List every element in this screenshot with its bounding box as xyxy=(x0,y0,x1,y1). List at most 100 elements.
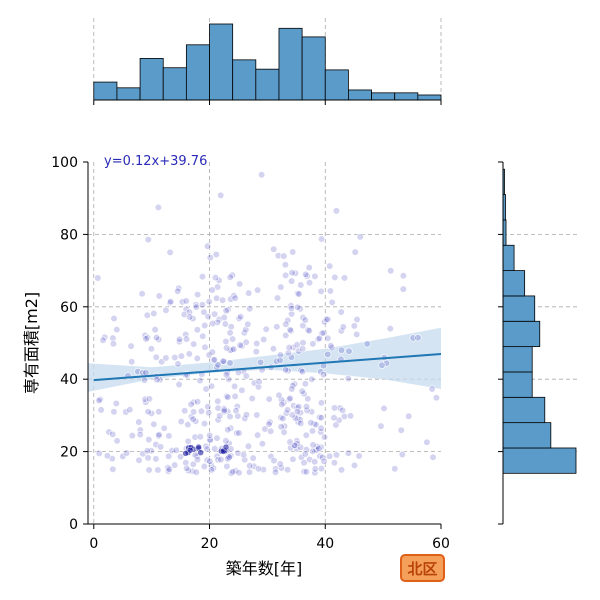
right-hist-bar xyxy=(502,396,546,424)
scatter-point xyxy=(320,371,328,379)
scatter-point xyxy=(233,429,241,437)
scatter-point xyxy=(109,465,117,473)
scatter-point xyxy=(211,274,220,282)
scatter-point xyxy=(387,267,395,275)
scatter-point xyxy=(332,451,341,459)
scatter-point xyxy=(155,431,163,439)
scatter-point xyxy=(185,350,193,358)
scatter-point xyxy=(184,437,192,446)
scatter-point xyxy=(326,287,335,295)
scatter-point xyxy=(311,469,319,477)
scatter-point xyxy=(219,357,227,365)
scatter-point xyxy=(209,319,217,328)
scatter-point xyxy=(303,406,311,415)
scatter-point xyxy=(236,341,244,349)
scatter-point xyxy=(289,455,297,463)
scatter-point xyxy=(273,323,281,331)
scatter-point xyxy=(326,452,334,460)
scatter-point xyxy=(398,450,406,459)
scatter-point xyxy=(147,345,155,353)
scatter-point xyxy=(245,468,254,476)
scatter-point xyxy=(318,453,327,462)
scatter-point xyxy=(270,245,278,253)
scatter-point xyxy=(336,404,344,412)
scatter-point xyxy=(286,394,294,402)
scatter-point xyxy=(246,305,254,313)
scatter-point xyxy=(288,411,297,419)
scatter-point xyxy=(234,412,242,420)
scatter-point xyxy=(304,326,312,334)
scatter-point xyxy=(207,466,216,474)
scatter-point xyxy=(175,338,183,346)
scatter-point xyxy=(165,432,173,440)
scatter-point xyxy=(222,371,230,379)
scatter-point xyxy=(302,431,310,439)
scatter-point xyxy=(193,354,201,363)
scatter-point xyxy=(198,273,207,281)
scatter-point xyxy=(162,354,170,362)
scatter-point xyxy=(222,337,230,346)
scatter-point xyxy=(257,358,265,367)
scatter-point xyxy=(315,444,323,453)
scatter-point xyxy=(225,453,233,461)
scatter-point xyxy=(145,395,153,403)
scatter-point xyxy=(377,422,385,430)
scatter-point xyxy=(200,308,208,316)
scatter-point xyxy=(235,469,243,477)
scatter-point xyxy=(109,334,117,342)
scatter-point xyxy=(189,460,197,468)
scatter-point xyxy=(226,359,234,367)
scatter-point xyxy=(270,457,278,465)
scatter-point xyxy=(110,314,118,323)
scatter-point xyxy=(386,325,394,333)
top-hist-bar xyxy=(278,27,303,101)
scatter-point xyxy=(192,303,200,311)
scatter-point xyxy=(301,380,310,388)
scatter-point xyxy=(253,411,261,419)
scatter-point xyxy=(273,294,282,302)
scatter-point xyxy=(208,382,216,390)
scatter-point xyxy=(255,378,263,386)
scatter-point xyxy=(245,289,253,297)
scatter-point xyxy=(269,345,278,353)
scatter-point xyxy=(258,171,266,179)
scatter-point xyxy=(160,424,168,432)
region-badge-label: 北区 xyxy=(407,560,437,578)
scatter-point xyxy=(128,358,136,366)
scatter-point xyxy=(285,395,293,404)
scatter-point xyxy=(339,323,347,331)
scatter-point xyxy=(237,313,245,321)
scatter-point xyxy=(162,306,170,314)
scatter-point xyxy=(183,464,191,472)
scatter-point xyxy=(287,302,295,310)
scatter-point xyxy=(103,452,111,460)
scatter-point xyxy=(145,436,153,444)
scatter-point xyxy=(294,303,302,311)
scatter-point xyxy=(200,420,209,428)
scatter-point xyxy=(147,447,155,455)
scatter-point xyxy=(96,395,104,404)
top-hist-bar xyxy=(232,59,257,101)
scatter-point xyxy=(195,443,202,451)
scatter-point xyxy=(232,407,240,415)
scatter-point xyxy=(429,453,437,461)
scatter-point xyxy=(205,298,213,306)
scatter-point xyxy=(229,468,237,476)
scatter-point xyxy=(320,457,328,465)
scatter-point xyxy=(210,356,219,364)
scatter-point xyxy=(222,307,230,315)
y-tick-label: 80 xyxy=(60,227,78,243)
scatter-point xyxy=(337,466,346,474)
scatter-point xyxy=(186,313,194,321)
scatter-point xyxy=(154,466,162,474)
right-hist-bar xyxy=(502,295,536,322)
scatter-point xyxy=(302,468,311,476)
scatter-point xyxy=(265,420,273,428)
scatter-point xyxy=(234,449,242,457)
scatter-point xyxy=(212,250,220,259)
scatter-point xyxy=(157,443,165,451)
scatter-point xyxy=(236,280,244,288)
right-hist-bar xyxy=(502,244,515,271)
scatter-point xyxy=(249,454,257,462)
top-hist-bar xyxy=(255,68,280,101)
